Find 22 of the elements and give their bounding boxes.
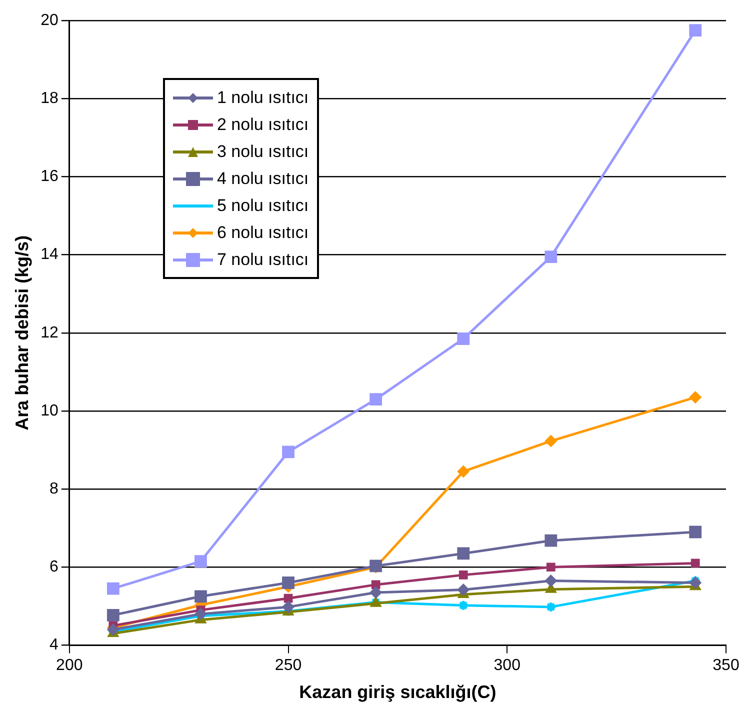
legend-label: 3 nolu ısıtıcı: [217, 142, 309, 162]
legend-label: 7 nolu ısıtıcı: [217, 250, 309, 270]
legend-label: 2 nolu ısıtıcı: [217, 114, 309, 134]
y-tick-label: 14: [40, 246, 58, 264]
y-tick-label: 8: [49, 480, 58, 498]
y-axis-title: Ara buhar debisi (kg/s): [12, 235, 32, 430]
y-tick-label: 6: [49, 558, 58, 576]
x-tick-label: 300: [494, 657, 521, 674]
x-tick-label: 350: [712, 657, 740, 674]
legend-label: 6 nolu ısıtıcı: [217, 222, 309, 242]
x-axis-title: Kazan giriş sıcaklığı(C): [299, 682, 496, 702]
y-tick-label: 4: [49, 636, 58, 654]
y-tick-label: 16: [40, 168, 58, 186]
y-tick-label: 12: [40, 324, 58, 342]
y-tick-label: 20: [40, 12, 58, 30]
legend-label: 4 nolu ısıtıcı: [217, 168, 309, 188]
x-tick-label: 200: [56, 657, 83, 674]
legend-label: 1 nolu ısıtıcı: [217, 88, 309, 108]
x-tick-label: 250: [274, 657, 302, 674]
legend-label: 5 nolu ısıtıcı: [217, 196, 309, 216]
y-tick-label: 10: [40, 402, 58, 420]
y-tick-label: 18: [40, 90, 58, 108]
